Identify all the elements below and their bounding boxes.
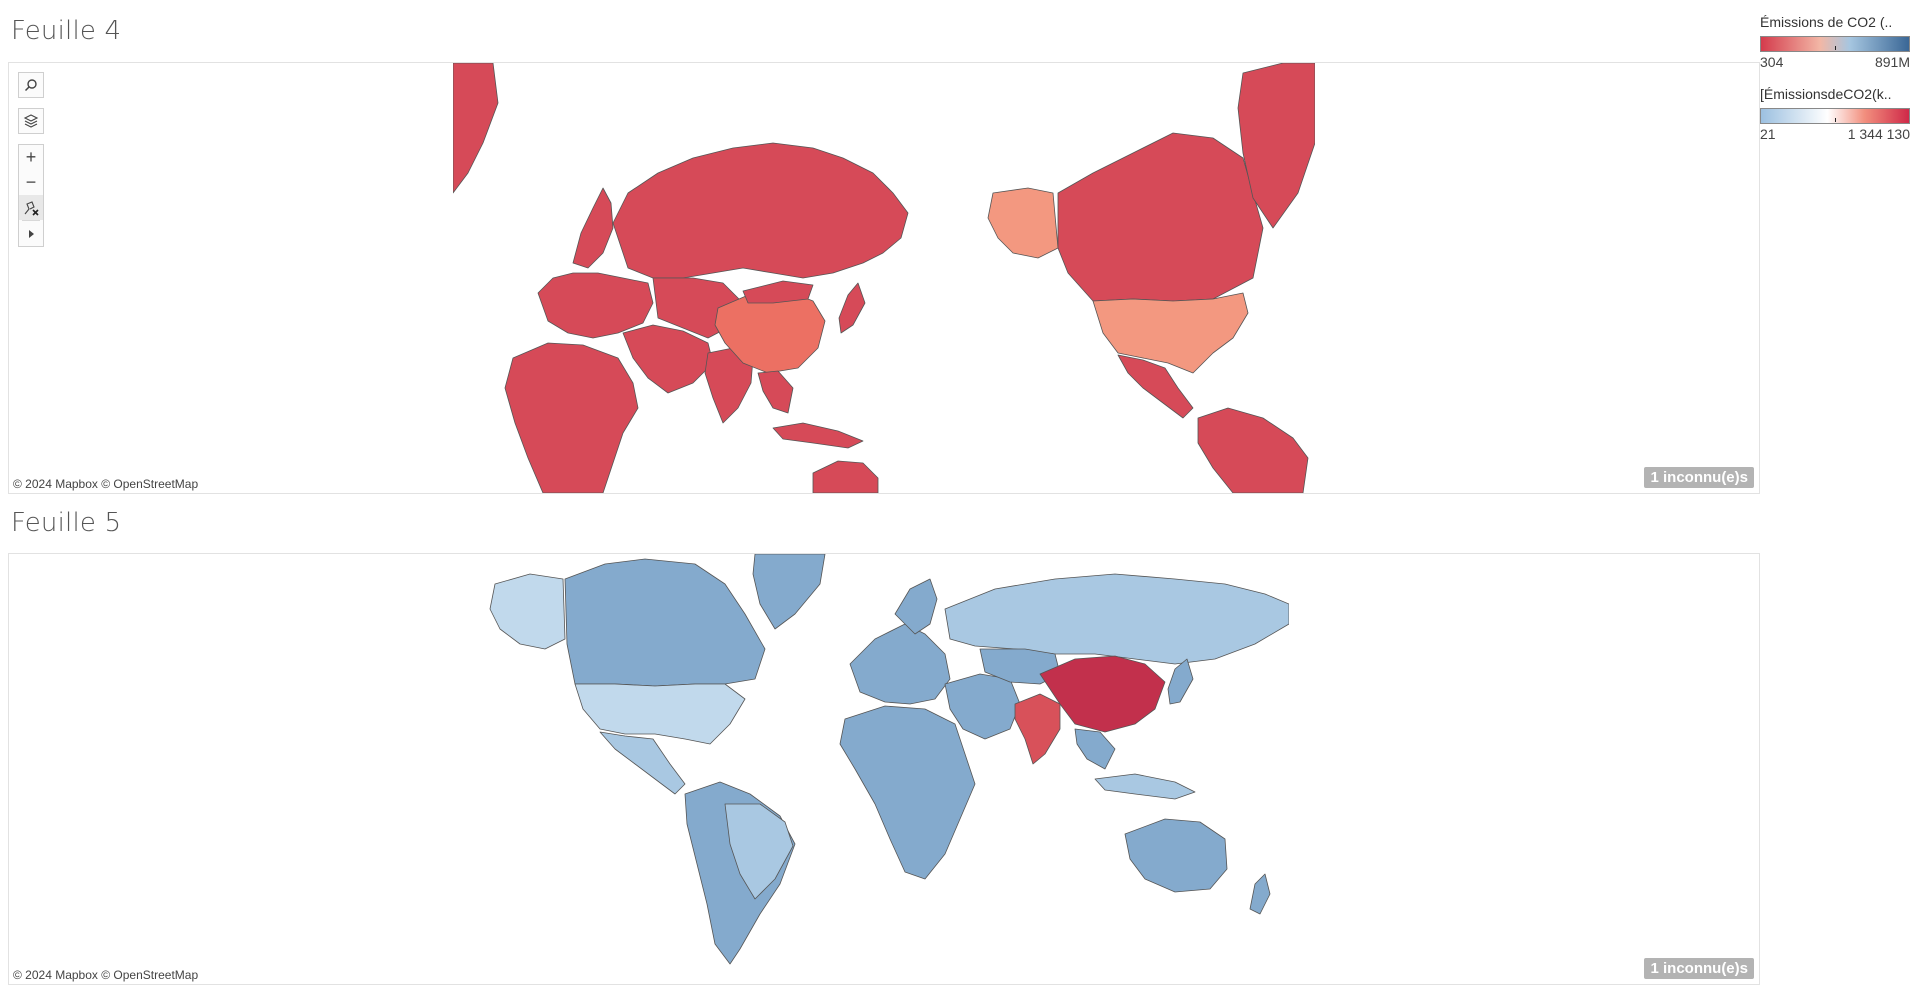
country-mexico[interactable] bbox=[1117, 354, 1194, 419]
expand-arrow-icon bbox=[29, 229, 34, 238]
zoom-in-icon: + bbox=[25, 147, 37, 167]
country-russia[interactable] bbox=[612, 142, 909, 279]
search-button[interactable] bbox=[18, 72, 44, 98]
unknown-values-badge[interactable]: 1 inconnu(e)s bbox=[1644, 958, 1754, 979]
country-southeast-asia[interactable] bbox=[757, 370, 794, 414]
layers-button[interactable] bbox=[18, 108, 44, 134]
search-icon bbox=[24, 79, 37, 92]
country-new-zealand[interactable] bbox=[1249, 873, 1271, 915]
zoom-in-button[interactable]: + bbox=[19, 145, 43, 170]
legend-title: [ÉmissionsdeCO2(k.. bbox=[1760, 86, 1892, 102]
country-alaska[interactable] bbox=[987, 187, 1059, 259]
country-south-america[interactable] bbox=[1197, 407, 1309, 493]
country-middle-east[interactable] bbox=[622, 324, 714, 394]
country-mexico[interactable] bbox=[599, 731, 686, 795]
legend-color-ramp bbox=[1760, 108, 1910, 124]
sheet5-map[interactable]: © 2024 Mapbox © OpenStreetMap 1 inconnu(… bbox=[8, 553, 1760, 985]
zoom-controls: + − bbox=[18, 144, 44, 247]
legend-midpoint-tick bbox=[1835, 46, 1836, 50]
layers-icon bbox=[23, 114, 39, 128]
country-japan[interactable] bbox=[1167, 658, 1194, 705]
legend-range-labels: 304 891M bbox=[1760, 54, 1910, 70]
country-africa[interactable] bbox=[839, 705, 976, 880]
zoom-out-icon: − bbox=[25, 172, 37, 192]
country-europe[interactable] bbox=[849, 623, 951, 705]
legend-range-labels: 21 1 344 130 bbox=[1760, 126, 1910, 142]
country-scandinavia[interactable] bbox=[572, 187, 614, 269]
map-attribution[interactable]: © 2024 Mapbox © OpenStreetMap bbox=[13, 477, 199, 491]
country-canada[interactable] bbox=[564, 558, 766, 687]
legend-min-label: 304 bbox=[1760, 54, 1784, 70]
country-indonesia[interactable] bbox=[772, 422, 864, 449]
country-australia[interactable] bbox=[1124, 818, 1228, 893]
country-alaska[interactable] bbox=[489, 573, 566, 650]
country-china[interactable] bbox=[1039, 655, 1166, 733]
expand-button[interactable] bbox=[19, 221, 43, 246]
pin-reset-icon bbox=[24, 200, 39, 216]
legend-emissions-co2-kt[interactable]: [ÉmissionsdeCO2(k.. 21 1 344 130 bbox=[1760, 86, 1910, 142]
country-greenland[interactable] bbox=[1237, 63, 1315, 229]
country-greenland-west[interactable] bbox=[453, 63, 499, 194]
legend-title: Émissions de CO2 (.. bbox=[1760, 14, 1893, 30]
country-middle-east[interactable] bbox=[944, 673, 1021, 740]
country-mongolia[interactable] bbox=[742, 280, 814, 304]
sheet5-title: Feuille 5 bbox=[11, 508, 122, 538]
legend-midpoint-tick bbox=[1835, 118, 1836, 122]
legend-max-label: 1 344 130 bbox=[1847, 126, 1910, 142]
country-indonesia[interactable] bbox=[1094, 773, 1196, 800]
country-scandinavia[interactable] bbox=[894, 578, 938, 635]
sheet4-map-graphic[interactable] bbox=[453, 63, 1315, 493]
pin-reset-button[interactable] bbox=[19, 195, 43, 220]
sheet4-map[interactable]: + − © 2024 Mapbox © OpenStreetMap 1 inco… bbox=[8, 62, 1760, 494]
country-brazil[interactable] bbox=[724, 803, 794, 900]
country-europe[interactable] bbox=[537, 272, 654, 339]
country-southeast-asia[interactable] bbox=[1074, 728, 1116, 770]
country-africa[interactable] bbox=[504, 342, 639, 493]
country-usa[interactable] bbox=[1092, 292, 1249, 374]
legend-emissions-co2[interactable]: Émissions de CO2 (.. 304 891M bbox=[1760, 14, 1910, 70]
country-canada[interactable] bbox=[1057, 132, 1264, 302]
map-attribution[interactable]: © 2024 Mapbox © OpenStreetMap bbox=[13, 968, 199, 982]
map-toolbar: + − bbox=[18, 72, 46, 247]
country-usa[interactable] bbox=[574, 683, 746, 745]
country-greenland[interactable] bbox=[752, 554, 826, 630]
country-india[interactable] bbox=[1014, 693, 1061, 765]
toolbar-separator bbox=[22, 220, 40, 221]
zoom-out-button[interactable]: − bbox=[19, 170, 43, 195]
legend-max-label: 891M bbox=[1874, 54, 1910, 70]
legend-min-label: 21 bbox=[1760, 126, 1776, 142]
country-australia[interactable] bbox=[812, 460, 879, 493]
country-japan[interactable] bbox=[838, 282, 866, 334]
legend-color-ramp bbox=[1760, 36, 1910, 52]
sheet4-title: Feuille 4 bbox=[11, 16, 122, 46]
unknown-values-badge[interactable]: 1 inconnu(e)s bbox=[1644, 467, 1754, 488]
sheet5-map-graphic[interactable] bbox=[475, 554, 1289, 984]
